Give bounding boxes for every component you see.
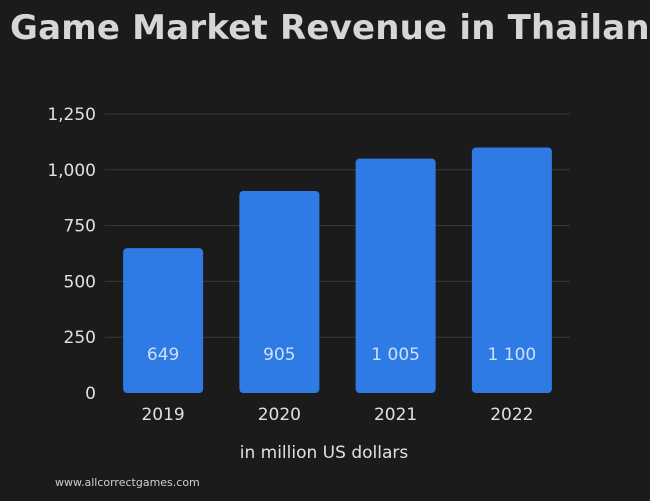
source-url: www.allcorrectgames.com [55, 476, 200, 489]
x-tick-label-2021: 2021 [374, 405, 417, 425]
bar-2022 [471, 147, 552, 393]
x-axis-ticks: 2019 2020 2021 2022 [141, 405, 533, 425]
bars: 649 905 1 005 1 100 [123, 147, 552, 393]
y-tick-label: 250 [64, 328, 96, 348]
data-label-2021: 1 005 [371, 345, 420, 365]
bar-2019 [123, 248, 204, 393]
bar-2020 [239, 191, 320, 393]
x-tick-label-2022: 2022 [490, 405, 533, 425]
data-label-2020: 905 [263, 345, 295, 365]
chart-title: Game Market Revenue in Thailand [10, 8, 650, 48]
bar-2021 [355, 158, 436, 393]
y-tick-label: 750 [64, 217, 96, 237]
y-axis-ticks: 0 250 500 750 1,000 1,250 [47, 105, 96, 404]
data-label-2022: 1 100 [488, 345, 537, 365]
data-label-2019: 649 [147, 345, 179, 365]
x-axis-label: in million US dollars [240, 443, 409, 463]
x-tick-label-2019: 2019 [141, 405, 184, 425]
y-tick-label: 1,000 [47, 161, 96, 181]
y-tick-label: 0 [85, 384, 96, 404]
x-tick-label-2020: 2020 [258, 405, 301, 425]
y-tick-label: 500 [64, 272, 96, 292]
y-tick-label: 1,250 [47, 105, 96, 125]
